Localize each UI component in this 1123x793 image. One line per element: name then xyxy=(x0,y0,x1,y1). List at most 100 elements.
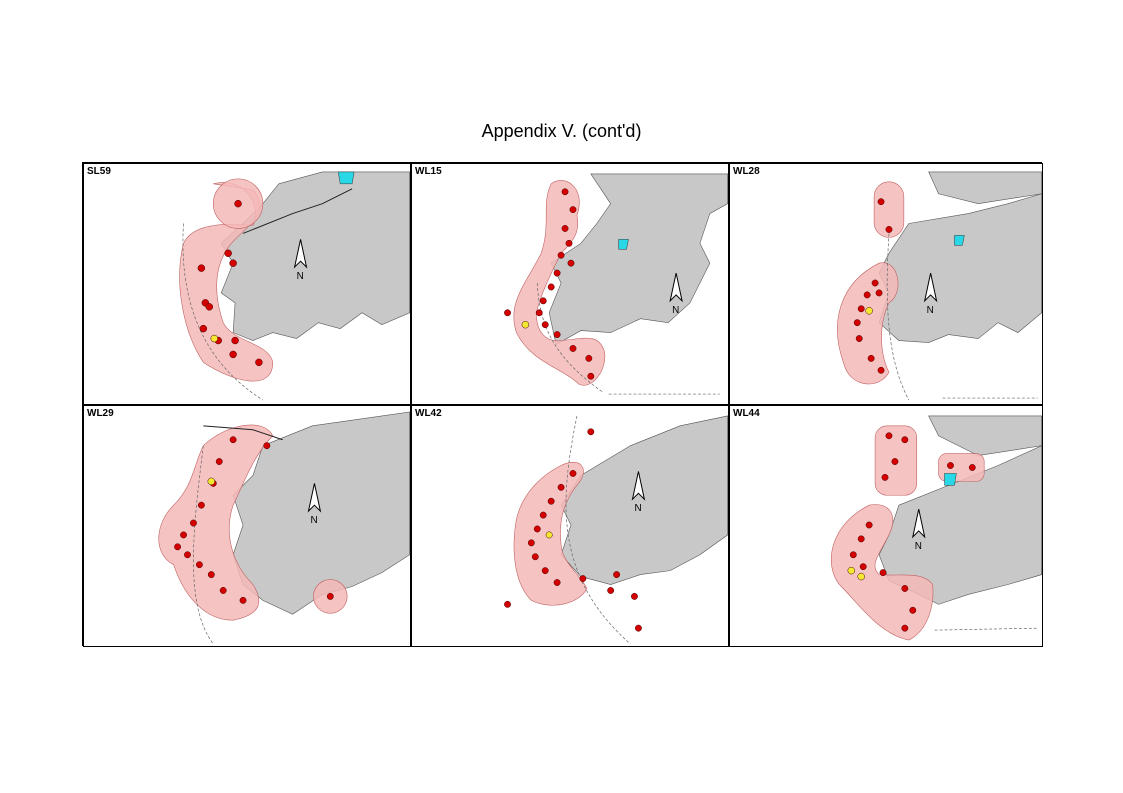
panel-label-wl28: WL28 xyxy=(733,166,760,177)
sighting-dot xyxy=(901,624,909,632)
sighting-dot xyxy=(539,297,547,305)
sighting-dot xyxy=(855,335,863,342)
sighting-dot xyxy=(255,358,263,367)
bridge-line xyxy=(203,425,283,441)
range-area xyxy=(837,262,899,385)
page-title: Appendix V. (cont'd) xyxy=(481,121,642,141)
sighting-dot xyxy=(541,321,549,329)
highlight-dot xyxy=(545,531,553,539)
map-wl28: N xyxy=(837,171,1042,401)
sighting-dot xyxy=(229,436,237,444)
sighting-dot xyxy=(219,587,227,594)
sighting-dot xyxy=(635,624,642,632)
marker-shape xyxy=(618,239,629,250)
range-box xyxy=(873,181,905,238)
map-wl29: N xyxy=(158,411,410,645)
panel-label-wl44: WL44 xyxy=(733,408,760,419)
north-arrow-icon: N xyxy=(631,471,646,514)
sighting-dot xyxy=(561,225,569,232)
north-label: N xyxy=(915,541,922,552)
north-label: N xyxy=(310,515,317,526)
land-mass xyxy=(560,415,728,585)
sighting-dot xyxy=(553,269,561,277)
land-mass xyxy=(548,173,728,345)
sighting-dot xyxy=(901,436,909,444)
sighting-dot xyxy=(569,345,577,352)
panel-label-sl59: SL59 xyxy=(87,166,111,177)
map-sl59: N xyxy=(179,171,410,401)
north-arrow-icon: N xyxy=(911,509,926,552)
marker-shape xyxy=(944,473,957,486)
sighting-dot xyxy=(547,497,555,505)
range-area xyxy=(831,504,934,641)
boundary-line xyxy=(536,282,603,393)
sighting-dot xyxy=(205,303,214,311)
sighting-dot xyxy=(891,458,899,465)
sighting-dot xyxy=(561,188,569,196)
north-arrow-icon: N xyxy=(669,272,683,316)
sighting-dot xyxy=(326,592,334,600)
sighting-dot xyxy=(875,289,883,297)
land-mass xyxy=(878,445,1042,605)
highlight-dot xyxy=(857,572,865,581)
sighting-dot xyxy=(553,579,561,586)
north-label: N xyxy=(634,503,641,514)
sighting-dot xyxy=(853,319,861,327)
sighting-dot xyxy=(174,543,182,551)
sighting-dots xyxy=(847,432,976,632)
sighting-dot xyxy=(885,226,893,233)
sighting-dot xyxy=(857,535,865,543)
panel-wl29: WL29 xyxy=(83,405,411,647)
sighting-dot xyxy=(197,264,206,272)
sighting-dot xyxy=(199,324,208,333)
sighting-dot xyxy=(539,511,547,519)
sighting-dot xyxy=(533,525,541,533)
map-wl15: N xyxy=(504,173,728,395)
sighting-dot xyxy=(947,462,954,469)
sighting-dot xyxy=(215,458,223,465)
sighting-dot xyxy=(857,305,865,313)
sighting-dots xyxy=(504,428,642,632)
sighting-dot xyxy=(607,587,615,594)
sighting-dots xyxy=(174,436,334,604)
panel-wl44: WL44 xyxy=(729,405,1043,647)
land-mass xyxy=(928,171,1042,204)
sighting-dot xyxy=(849,551,857,559)
sighting-dot xyxy=(234,199,242,208)
panel-wl28: WL28 N xyxy=(729,163,1043,405)
highlight-dot xyxy=(865,307,873,315)
map-wl44: N xyxy=(831,415,1042,641)
panel-wl15: WL15 xyxy=(411,163,729,405)
sighting-dot xyxy=(527,539,535,547)
sighting-dot xyxy=(859,563,867,571)
sighting-dot xyxy=(871,279,879,287)
sighting-dot xyxy=(569,470,577,477)
sighting-dot xyxy=(224,249,232,257)
sighting-dot xyxy=(504,600,511,608)
sighting-dot xyxy=(885,432,893,440)
sighting-dot xyxy=(877,366,885,374)
sighting-dot xyxy=(180,531,187,539)
sighting-dots xyxy=(197,199,263,367)
north-arrow-icon: N xyxy=(923,272,938,316)
highlight-dot xyxy=(210,334,218,343)
sighting-dot xyxy=(587,428,595,436)
sighting-dot xyxy=(879,569,887,577)
sighting-dot xyxy=(504,309,511,317)
panel-label-wl29: WL29 xyxy=(87,408,114,419)
sighting-dot xyxy=(587,372,595,380)
sighting-dot xyxy=(547,283,555,291)
panel-sl59: SL59 N xyxy=(83,163,411,405)
sighting-dots xyxy=(504,188,595,380)
highlight-dot xyxy=(847,566,856,575)
sighting-dots xyxy=(853,198,893,374)
sighting-dot xyxy=(877,198,885,206)
north-label: N xyxy=(297,271,304,282)
north-arrow-icon: N xyxy=(307,483,322,526)
panel-label-wl15: WL15 xyxy=(415,166,442,177)
boundary-line xyxy=(193,445,214,645)
sighting-dot xyxy=(229,259,237,267)
marker-shape xyxy=(337,171,355,185)
land-mass xyxy=(928,415,1042,456)
boundary-line xyxy=(886,233,910,401)
